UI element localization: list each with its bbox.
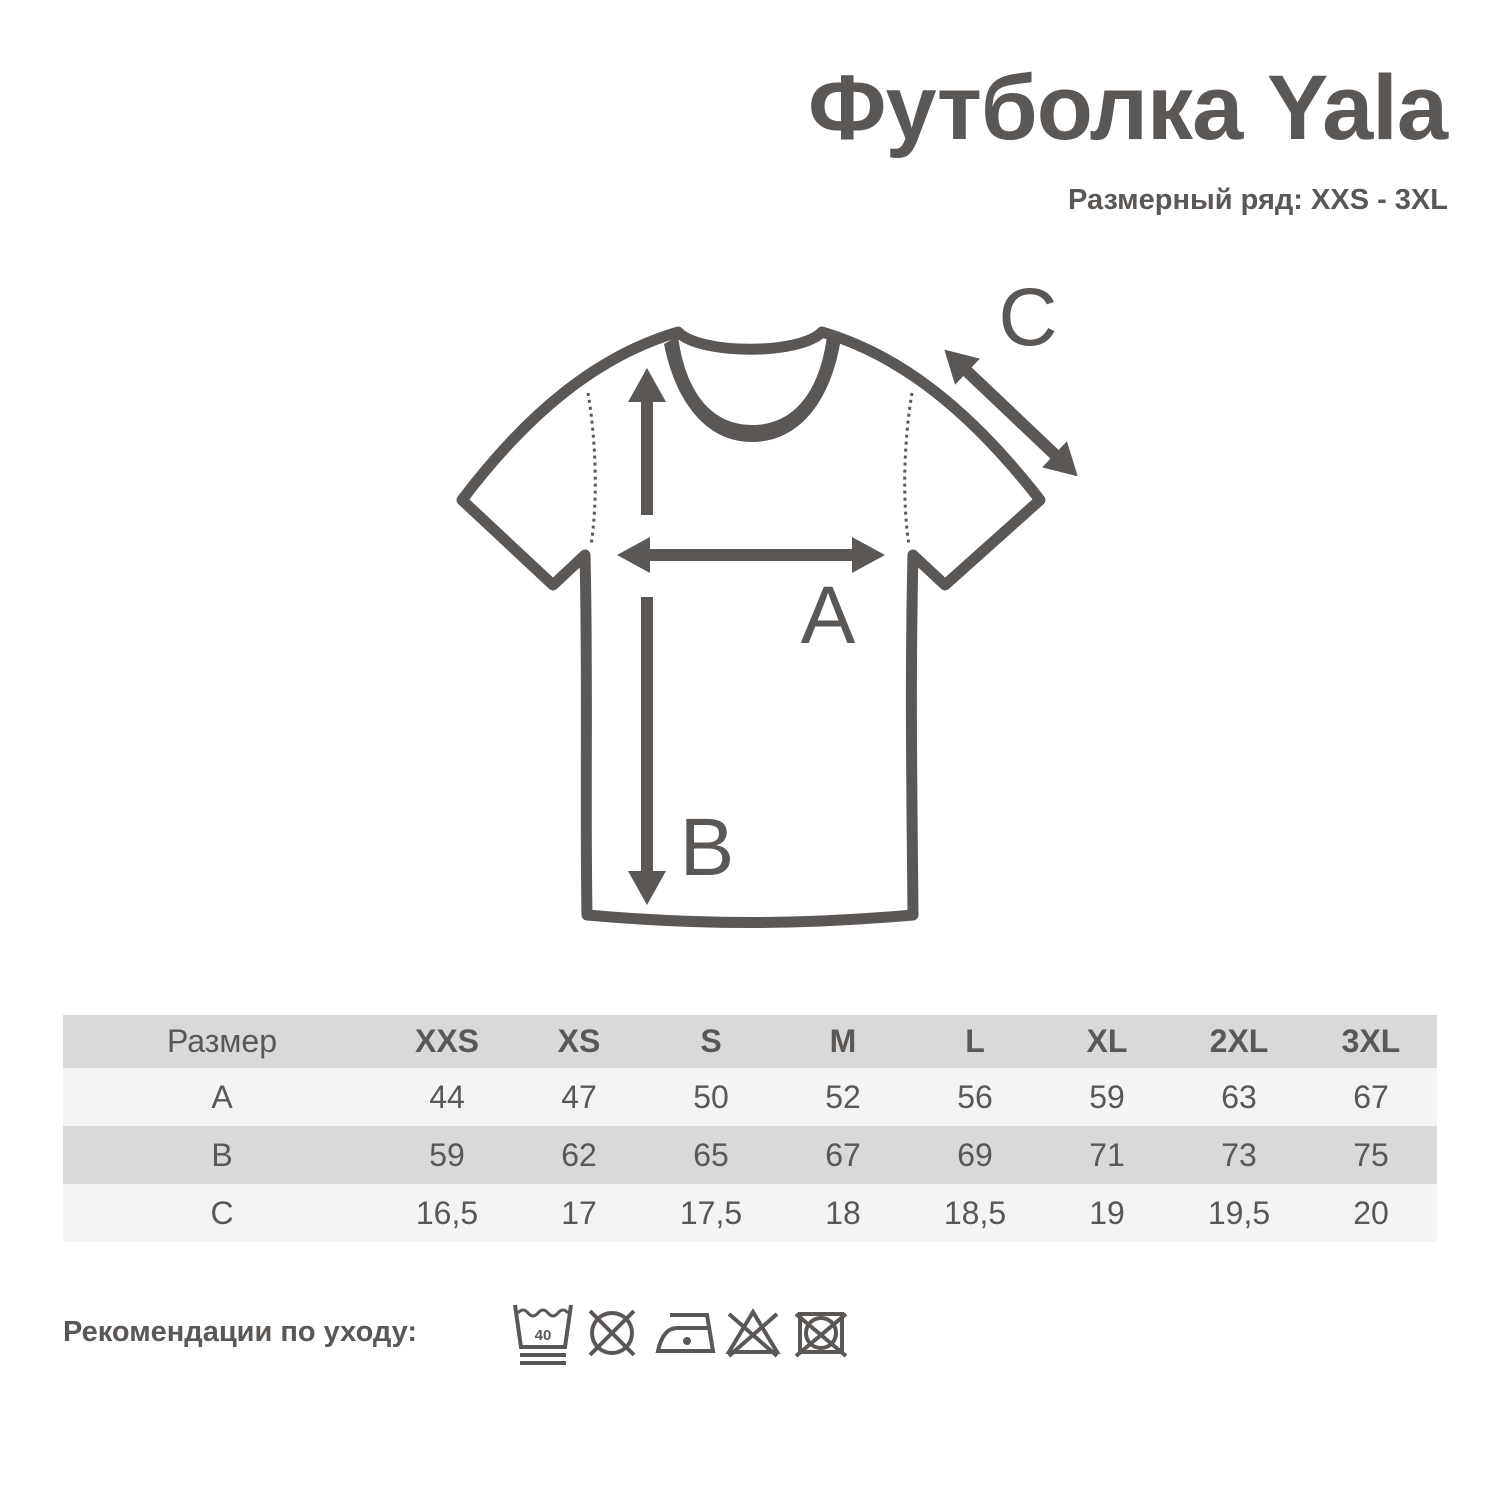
care-label: Рекомендации по уходу:	[63, 1316, 418, 1348]
row-label: A	[211, 1078, 233, 1115]
cell: 50	[693, 1078, 729, 1115]
cell: 20	[1353, 1194, 1389, 1231]
table-row: C 16,5 17 17,5 18 18,5 19 19,5 20	[63, 1184, 1437, 1242]
length-arrow-b	[628, 368, 666, 905]
iron-low-icon	[655, 1313, 716, 1353]
no-dry-clean-icon	[794, 1312, 848, 1358]
label-a: A	[801, 570, 856, 661]
cell: 44	[429, 1078, 465, 1115]
cell: 52	[825, 1078, 861, 1115]
row-label: C	[210, 1194, 234, 1231]
cell: 62	[561, 1136, 597, 1173]
column-header: M	[829, 1023, 857, 1059]
tshirt-outline	[456, 326, 1046, 928]
care-icons: 40	[513, 1304, 848, 1365]
collar	[664, 336, 840, 442]
size-range: Размерный ряд: XXS - 3XL	[1068, 184, 1448, 216]
right-seam	[903, 392, 914, 546]
cell: 19	[1089, 1194, 1125, 1231]
row-label: B	[211, 1136, 233, 1173]
cell: 17,5	[679, 1194, 743, 1231]
cell: 63	[1221, 1078, 1257, 1115]
page-title: Футболка Yala	[808, 57, 1448, 159]
column-header: L	[965, 1023, 985, 1059]
cell: 17	[561, 1194, 597, 1231]
table-row: A 44 47 50 52 56 59 63 67	[63, 1068, 1437, 1126]
cell: 73	[1221, 1136, 1257, 1173]
column-header: XS	[557, 1023, 601, 1059]
cell: 67	[1353, 1078, 1389, 1115]
cell: 19,5	[1207, 1194, 1271, 1231]
cell: 69	[957, 1136, 993, 1173]
label-c: C	[998, 272, 1057, 363]
no-bleach-icon	[725, 1308, 781, 1358]
tshirt-diagram: A B C	[456, 272, 1078, 928]
column-header: 2XL	[1209, 1023, 1269, 1059]
cell: 18	[825, 1194, 861, 1231]
table-row: B 59 62 65 67 69 71 73 75	[63, 1126, 1437, 1184]
column-header: XXS	[414, 1023, 480, 1059]
cell: 56	[957, 1078, 993, 1115]
cell: 59	[429, 1136, 465, 1173]
cell: 75	[1353, 1136, 1389, 1173]
label-b: B	[680, 802, 735, 893]
cell: 47	[561, 1078, 597, 1115]
svg-text:40: 40	[535, 1327, 552, 1344]
no-tumble-dry-icon	[588, 1309, 636, 1357]
cell: 18,5	[943, 1194, 1007, 1231]
cell: 16,5	[415, 1194, 479, 1231]
cell: 67	[825, 1136, 861, 1173]
table-header-row: Размер XXS XS S M L XL 2XL 3XL	[63, 1015, 1437, 1068]
column-header: S	[700, 1023, 722, 1059]
wash-40-gentle-icon: 40	[513, 1304, 573, 1365]
column-header: Размер	[167, 1023, 277, 1059]
sleeve-arrow-c	[944, 349, 1078, 477]
cell: 65	[693, 1136, 729, 1173]
column-header: XL	[1086, 1023, 1128, 1059]
left-seam	[586, 392, 597, 546]
column-header: 3XL	[1341, 1023, 1401, 1059]
cell: 71	[1089, 1136, 1125, 1173]
width-arrow-a	[617, 537, 885, 573]
cell: 59	[1089, 1078, 1125, 1115]
size-table: Размер XXS XS S M L XL 2XL 3XL A 44 47 5…	[63, 1015, 1437, 1242]
